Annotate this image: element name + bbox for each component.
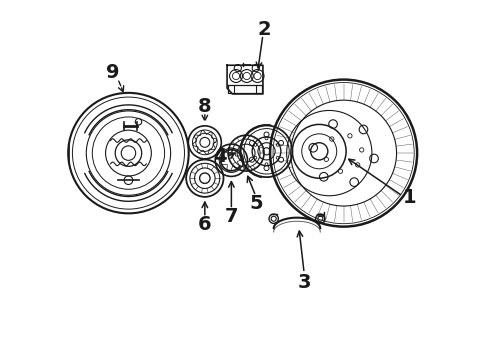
Text: 6: 6: [198, 215, 212, 234]
Text: 2: 2: [258, 20, 271, 39]
Text: 4: 4: [213, 147, 227, 166]
Text: 7: 7: [224, 207, 238, 226]
Text: 1: 1: [403, 188, 417, 207]
Text: 5: 5: [249, 194, 263, 213]
Text: 8: 8: [198, 97, 212, 116]
Text: 3: 3: [297, 273, 311, 292]
Text: 9: 9: [105, 63, 119, 82]
Circle shape: [311, 143, 328, 160]
